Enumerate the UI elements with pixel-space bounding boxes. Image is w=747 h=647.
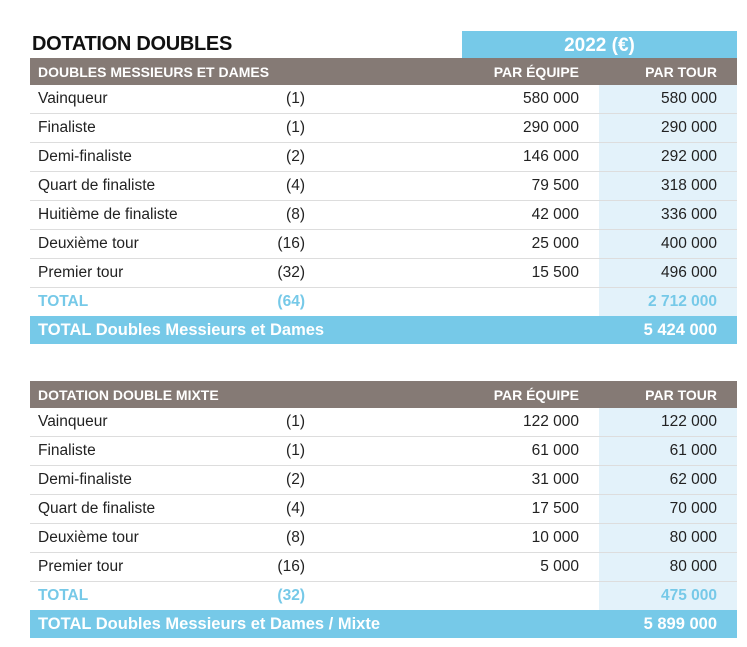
header-per-round: PAR TOUR — [645, 63, 717, 80]
row-count: (1) — [286, 90, 305, 107]
row-count: (2) — [286, 148, 305, 165]
table-header: DOUBLES MESSIEURS ET DAMES PAR ÉQUIPE PAR … — [30, 58, 737, 85]
row-per-round: 318 000 — [660, 177, 717, 194]
row-per-round: 70 000 — [669, 500, 717, 517]
per-round-column-bg — [599, 408, 737, 611]
row-per-team: 290 000 — [522, 119, 579, 136]
row-per-round: 292 000 — [660, 148, 717, 165]
table-row: Premier tour (32) 15 500 496 000 — [30, 259, 737, 288]
grand-total-value: 5 424 000 — [643, 320, 717, 339]
row-count: (1) — [286, 442, 305, 459]
table-row: Deuxième tour (16) 25 000 400 000 — [30, 230, 737, 259]
row-per-team: 146 000 — [522, 148, 579, 165]
row-per-team: 17 500 — [531, 500, 579, 517]
grand-total-value: 5 899 000 — [643, 614, 717, 633]
row-per-team: 15 500 — [531, 264, 579, 281]
year-header: 2022 (€) — [462, 31, 737, 58]
row-per-round: 290 000 — [660, 119, 717, 136]
header-label: DOUBLES MESSIEURS ET DAMES — [38, 63, 270, 80]
row-per-team: 122 000 — [522, 413, 579, 430]
grand-total-bar: TOTAL Doubles Messieurs et Dames / Mixte… — [30, 610, 737, 638]
table-row: Quart de finaliste (4) 79 500 318 000 — [30, 172, 737, 201]
row-per-round: 580 000 — [660, 90, 717, 107]
total-count: (64) — [277, 293, 305, 310]
row-count: (4) — [286, 500, 305, 517]
row-label: Premier tour — [38, 264, 124, 281]
total-label: TOTAL — [38, 587, 89, 604]
row-per-team: 10 000 — [531, 529, 579, 546]
row-label: Huitième de finaliste — [38, 206, 178, 223]
row-count: (16) — [277, 235, 305, 252]
row-per-team: 79 500 — [531, 177, 579, 194]
total-count: (32) — [277, 587, 305, 604]
per-round-column-bg — [599, 85, 737, 317]
row-label: Deuxième tour — [38, 235, 139, 252]
row-per-round: 62 000 — [669, 471, 717, 488]
row-per-round: 122 000 — [660, 413, 717, 430]
row-per-team: 42 000 — [531, 206, 579, 223]
page-title: DOTATION DOUBLES — [32, 33, 233, 55]
row-count: (32) — [277, 264, 305, 281]
total-label: TOTAL — [38, 293, 89, 310]
table-row: Demi-finaliste (2) 31 000 62 000 — [30, 466, 737, 495]
mixed-table: DOTATION DOUBLE MIXTE PAR ÉQUIPE PAR TOUR V… — [30, 381, 737, 638]
row-label: Premier tour — [38, 558, 124, 575]
row-per-team: 580 000 — [522, 90, 579, 107]
table-row: Huitième de finaliste (8) 42 000 336 000 — [30, 201, 737, 230]
row-label: Finaliste — [38, 119, 96, 136]
row-per-team: 61 000 — [531, 442, 579, 459]
header-per-team: PAR ÉQUIPE — [493, 386, 579, 403]
total-row: TOTAL (64) 2 712 000 — [30, 288, 737, 316]
table-row: Premier tour (16) 5 000 80 000 — [30, 553, 737, 582]
table-row: Finaliste (1) 290 000 290 000 — [30, 114, 737, 143]
table-row: Quart de finaliste (4) 17 500 70 000 — [30, 495, 737, 524]
table-row: Deuxième tour (8) 10 000 80 000 — [30, 524, 737, 553]
total-row: TOTAL (32) 475 000 — [30, 582, 737, 610]
grand-total-bar: TOTAL Doubles Messieurs et Dames 5 424 00… — [30, 316, 737, 344]
doubles-table: DOUBLES MESSIEURS ET DAMES PAR ÉQUIPE PAR … — [30, 58, 737, 344]
row-count: (1) — [286, 413, 305, 430]
row-count: (4) — [286, 177, 305, 194]
row-label: Vainqueur — [38, 413, 108, 430]
row-count: (1) — [286, 119, 305, 136]
total-per-round: 2 712 000 — [648, 293, 717, 310]
header-per-team: PAR ÉQUIPE — [493, 63, 579, 80]
table-row: Finaliste (1) 61 000 61 000 — [30, 437, 737, 466]
row-label: Demi-finaliste — [38, 471, 132, 488]
row-per-round: 61 000 — [669, 442, 717, 459]
row-count: (8) — [286, 206, 305, 223]
row-label: Quart de finaliste — [38, 500, 156, 517]
total-per-round: 475 000 — [660, 587, 717, 604]
row-count: (2) — [286, 471, 305, 488]
header-label: DOTATION DOUBLE MIXTE — [38, 386, 219, 403]
row-per-round: 400 000 — [660, 235, 717, 252]
row-count: (8) — [286, 529, 305, 546]
row-per-team: 5 000 — [540, 558, 579, 575]
row-label: Quart de finaliste — [38, 177, 156, 194]
grand-total-label: TOTAL Doubles Messieurs et Dames — [38, 320, 325, 339]
row-per-round: 336 000 — [660, 206, 717, 223]
row-label: Demi-finaliste — [38, 148, 132, 165]
row-count: (16) — [277, 558, 305, 575]
table-row: Vainqueur (1) 122 000 122 000 — [30, 408, 737, 437]
row-label: Vainqueur — [38, 90, 108, 107]
table-row: Vainqueur (1) 580 000 580 000 — [30, 85, 737, 114]
header-per-round: PAR TOUR — [645, 386, 717, 403]
row-per-round: 80 000 — [669, 529, 717, 546]
row-per-round: 80 000 — [669, 558, 717, 575]
row-per-round: 496 000 — [660, 264, 717, 281]
table-header: DOTATION DOUBLE MIXTE PAR ÉQUIPE PAR TOUR — [30, 381, 737, 408]
row-per-team: 31 000 — [531, 471, 579, 488]
grand-total-label: TOTAL Doubles Messieurs et Dames / Mixte — [38, 614, 381, 633]
table-row: Demi-finaliste (2) 146 000 292 000 — [30, 143, 737, 172]
row-label: Deuxième tour — [38, 529, 139, 546]
row-per-team: 25 000 — [531, 235, 579, 252]
row-label: Finaliste — [38, 442, 96, 459]
